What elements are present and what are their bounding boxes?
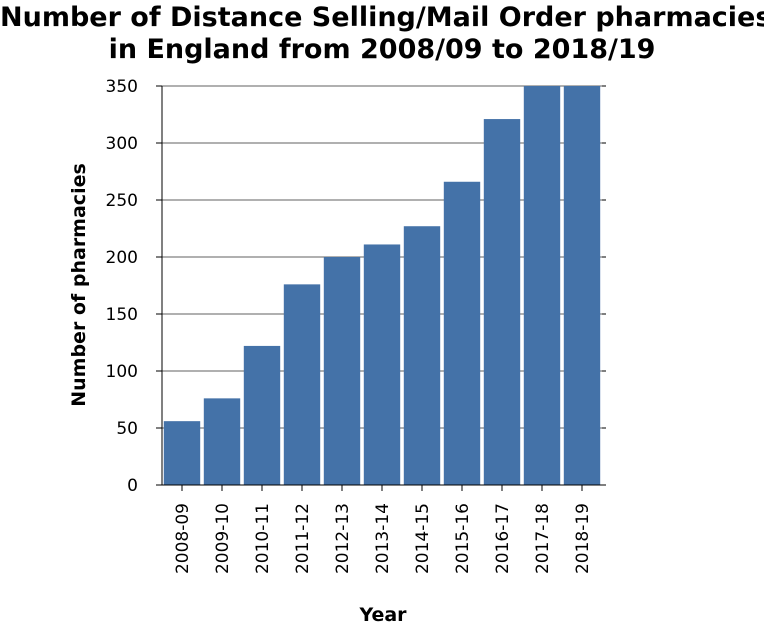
x-tick-label: 2011-12 <box>293 503 313 574</box>
y-tick-label: 300 <box>106 134 138 154</box>
x-tick-labels: 2008-09 2009-10 2010-11 2011-12 2012-13 2013-… <box>173 503 593 574</box>
bar <box>203 398 241 485</box>
y-tick-label: 0 <box>127 476 138 496</box>
x-tick-label: 2018-19 <box>573 503 593 574</box>
bar <box>163 421 201 485</box>
bar <box>483 119 521 485</box>
bar <box>523 86 561 485</box>
x-tick-label: 2010-11 <box>253 503 273 574</box>
bars <box>163 86 601 485</box>
bar <box>363 244 401 485</box>
x-tick-label: 2013-14 <box>373 503 393 574</box>
bar <box>283 284 321 485</box>
x-axis-label: Year <box>358 604 407 626</box>
y-tick-label: 100 <box>106 362 138 382</box>
bar <box>403 226 441 485</box>
bar <box>563 86 601 485</box>
x-tick-label: 2009-10 <box>213 503 233 574</box>
y-tick-label: 200 <box>106 248 138 268</box>
x-tick-label: 2012-13 <box>333 503 353 574</box>
axes <box>156 85 606 491</box>
chart-title: Number of Distance Selling/Mail Order ph… <box>0 2 764 66</box>
y-tick-label: 350 <box>106 77 138 97</box>
x-tick-label: 2016-17 <box>493 503 513 574</box>
y-tick-label: 50 <box>116 419 138 439</box>
chart-title-line-1: Number of Distance Selling/Mail Order ph… <box>0 2 764 33</box>
x-tick-label: 2008-09 <box>173 503 193 574</box>
y-tick-labels: 0 50 100 150 200 250 300 350 <box>106 77 138 496</box>
x-tick-label: 2015-16 <box>453 503 473 574</box>
x-tick-label: 2014-15 <box>413 503 433 574</box>
y-axis-label: Number of pharmacies <box>68 163 90 407</box>
y-tick-label: 250 <box>106 191 138 211</box>
y-tick-label: 150 <box>106 305 138 325</box>
bar <box>443 181 481 485</box>
x-tick-label: 2017-18 <box>533 503 553 574</box>
bar <box>323 257 361 485</box>
chart-title-line-2: in England from 2008/09 to 2018/19 <box>108 34 656 65</box>
bar <box>243 345 281 485</box>
